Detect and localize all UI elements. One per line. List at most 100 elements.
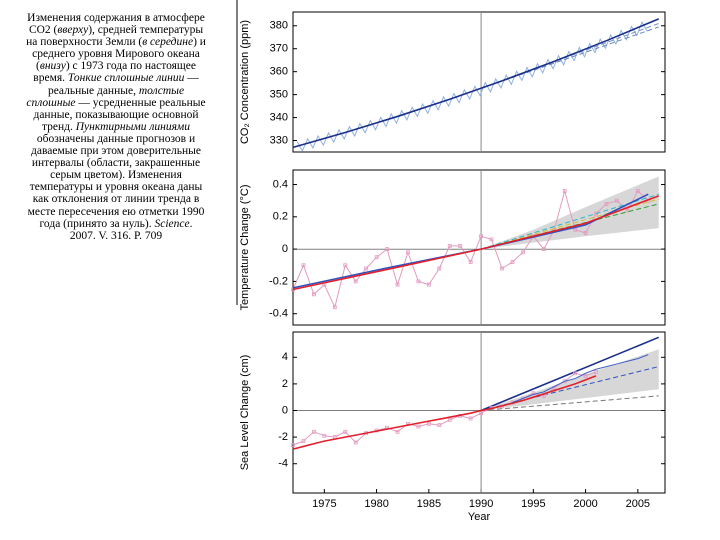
caption-text: в середине: [142, 36, 194, 49]
series-line: [480, 366, 659, 411]
confidence-band: [481, 176, 659, 250]
y-tick-label: 330: [270, 134, 288, 146]
series-marker: [426, 421, 431, 426]
caption: Изменения содержания в атмосфере CO2 (вв…: [26, 12, 206, 242]
series-marker: [573, 371, 578, 376]
x-tick-label: 1985: [417, 498, 441, 510]
x-axis-label: Year: [468, 511, 491, 523]
caption-text: обозначены данные прогнозов и даваемые п…: [27, 132, 205, 230]
series-marker: [520, 250, 525, 255]
series-marker: [374, 255, 379, 260]
series-marker: [479, 411, 483, 416]
caption-text: ), средней температуры на поверхности Зе…: [26, 24, 204, 49]
x-tick-label: 1980: [364, 498, 388, 510]
y-tick-label: -2: [278, 431, 288, 443]
caption-text: ) с 1973 года по настоящее время.: [33, 60, 196, 85]
series-marker: [322, 433, 327, 438]
series-marker: [406, 250, 410, 255]
y-tick-label: 350: [270, 89, 288, 101]
series-marker: [583, 231, 588, 235]
caption-text: — реальные данные,: [47, 72, 199, 97]
x-tick-label: 2005: [626, 498, 650, 510]
caption-text: . 2007. V. 316. P. 709: [69, 217, 193, 242]
series-marker: [635, 189, 640, 193]
series-marker: [594, 370, 598, 374]
series-marker: [311, 292, 316, 297]
series-line: [512, 354, 649, 403]
y-axis-label: Sea Level Change (cm): [239, 355, 251, 471]
series-line: [480, 336, 660, 412]
series-marker: [437, 423, 442, 428]
series-marker: [604, 202, 609, 206]
series-marker: [562, 189, 567, 193]
series-marker: [416, 279, 421, 284]
series-marker: [332, 305, 337, 310]
series-marker: [479, 234, 483, 239]
x-tick-label: 1990: [469, 498, 493, 510]
series-marker: [343, 429, 348, 434]
series-line: [481, 395, 659, 412]
series-marker: [301, 263, 306, 268]
series-line: [480, 26, 659, 89]
series-marker: [500, 266, 504, 271]
series-marker: [625, 208, 630, 213]
series-line: [292, 375, 597, 450]
y-tick-label: 0: [282, 243, 288, 255]
y-tick-label: 0.2: [273, 211, 288, 223]
y-tick-label: 360: [270, 66, 288, 78]
series-marker: [291, 443, 295, 447]
series-marker: [447, 243, 452, 248]
caption-text: Пунктирными линиями: [75, 120, 191, 133]
series-marker: [311, 429, 316, 434]
series-marker: [353, 440, 358, 445]
series-marker: [468, 260, 473, 264]
series-line: [292, 195, 660, 291]
y-tick-label: 0.4: [273, 178, 288, 190]
x-tick-label: 1995: [521, 498, 545, 510]
series-marker: [447, 417, 452, 422]
caption-text: вверху: [57, 24, 89, 37]
y-tick-label: 370: [270, 43, 288, 55]
y-tick-label: 2: [282, 378, 288, 390]
series-marker: [395, 429, 400, 434]
series-marker: [583, 374, 588, 378]
series-marker: [615, 198, 619, 203]
series-marker: [458, 243, 463, 248]
series-marker: [541, 247, 546, 252]
series-marker: [385, 247, 389, 252]
series-marker: [468, 416, 473, 421]
series-marker: [395, 282, 400, 287]
series-marker: [573, 227, 578, 232]
series-marker: [416, 424, 421, 429]
series-marker: [489, 237, 494, 242]
series-marker: [353, 279, 358, 284]
plot-frame: [292, 169, 666, 326]
series-marker: [364, 266, 369, 271]
caption-text: Science: [154, 217, 190, 230]
y-tick-label: -4: [278, 458, 288, 470]
series-marker: [437, 266, 442, 271]
caption-text: толстые сплошные: [26, 84, 185, 109]
y-tick-label: 0: [282, 404, 288, 416]
series-marker: [301, 439, 306, 444]
series-line: [296, 20, 648, 152]
y-tick-label: -0.2: [269, 275, 288, 287]
y-tick-label: -0.4: [269, 308, 288, 320]
y-axis-label: Temperature Change (°C): [239, 184, 251, 310]
caption-text: Изменения содержания в атмосфере CO2 (: [27, 12, 205, 37]
series-marker: [510, 260, 515, 264]
y-axis-label: CO₂ Concentration (ppm): [239, 20, 251, 144]
series-marker: [426, 282, 431, 287]
x-tick-label: 2000: [573, 498, 597, 510]
series-line: [292, 18, 660, 149]
x-tick-label: 1975: [312, 498, 336, 510]
caption-text: ) и среднего уровня Мирового океана (: [32, 36, 206, 73]
plot-frame: [292, 331, 666, 494]
y-tick-label: 340: [270, 111, 288, 123]
caption-text: внизу: [39, 60, 66, 73]
y-tick-label: 4: [282, 351, 288, 363]
series-marker: [343, 263, 348, 268]
caption-text: Тонкие сплошные линии: [67, 72, 185, 85]
